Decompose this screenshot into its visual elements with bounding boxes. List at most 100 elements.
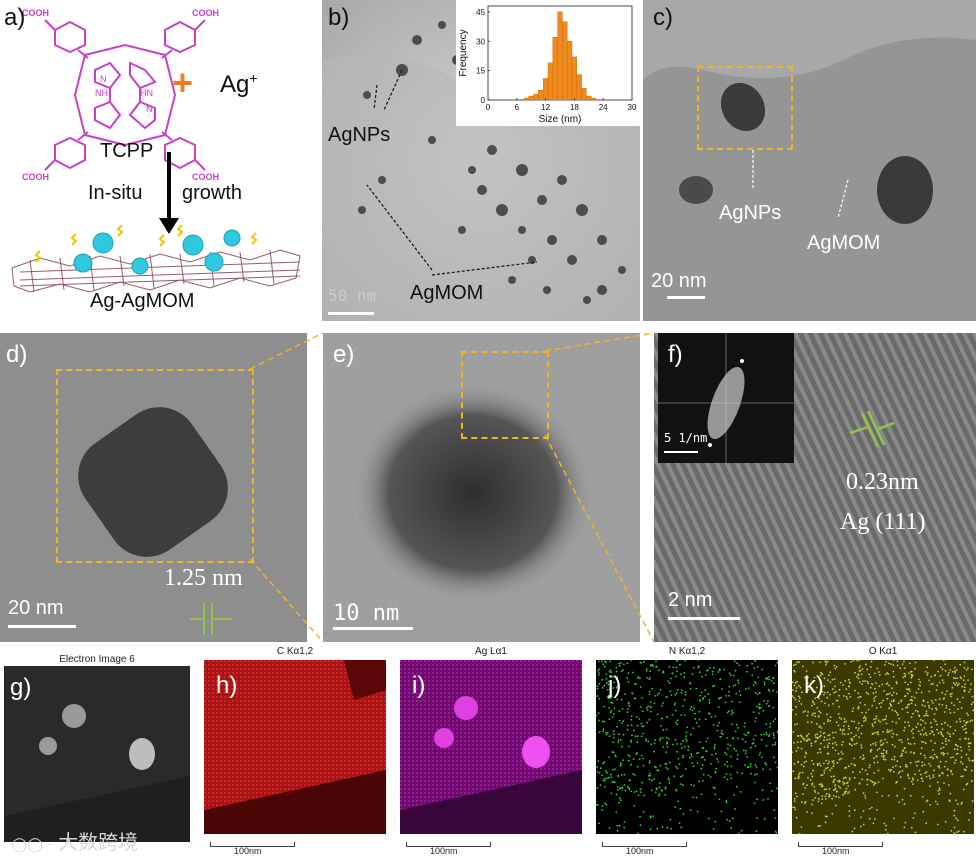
map-signal-dot (710, 716, 713, 718)
map-signal-dot (728, 710, 730, 713)
map-signal-dot (648, 761, 651, 764)
map-signal-dot (891, 720, 894, 723)
map-signal-dot (912, 728, 914, 731)
map-signal-dot (892, 770, 895, 773)
map-signal-dot (929, 777, 932, 780)
panel-a-label: a) (4, 4, 26, 31)
map-signal-dot (765, 744, 768, 747)
map-signal-dot (814, 697, 816, 700)
map-signal-dot (954, 729, 957, 732)
map-signal-dot (621, 786, 624, 789)
map-signal-dot (952, 732, 955, 735)
map-signal-dot (939, 698, 941, 700)
map-signal-dot (901, 741, 903, 744)
map-signal-dot (653, 750, 655, 753)
map-signal-dot (813, 703, 816, 705)
map-signal-dot (875, 715, 878, 718)
map-signal-dot (834, 784, 836, 787)
map-signal-dot (895, 721, 898, 724)
map-signal-dot (915, 691, 918, 694)
map-signal-dot (928, 679, 931, 682)
histogram-xtick-label: 24 (599, 103, 608, 112)
map-signal-dot (960, 775, 962, 778)
map-signal-dot (633, 791, 636, 793)
map-signal-dot (760, 733, 763, 736)
map-signal-dot (816, 686, 818, 689)
map-signal-dot (864, 797, 867, 799)
map-signal-dot (933, 753, 936, 756)
map-signal-dot (799, 697, 801, 700)
map-signal-dot (912, 783, 914, 785)
map-signal-dot (828, 794, 831, 797)
map-signal-dot (826, 660, 829, 663)
map-signal-dot (946, 690, 948, 692)
map-signal-dot (938, 681, 941, 684)
map-scale-tick-k-left (798, 842, 799, 847)
map-signal-dot (936, 723, 938, 726)
map-signal-dot (682, 739, 684, 742)
map-signal-dot (654, 791, 657, 794)
map-signal-dot (925, 712, 928, 715)
map-signal-dot (841, 753, 844, 755)
map-signal-dot (632, 671, 634, 674)
map-signal-dot (908, 690, 911, 692)
map-signal-dot (630, 718, 633, 721)
map-signal-dot (848, 805, 851, 807)
map-signal-dot (798, 661, 800, 664)
map-signal-dot (729, 755, 732, 758)
map-signal-dot (741, 772, 743, 775)
map-signal-dot (736, 771, 739, 774)
map-signal-dot (956, 684, 959, 687)
map-signal-dot (897, 702, 900, 705)
map-signal-dot (875, 682, 877, 684)
map-signal-dot (667, 738, 670, 740)
map-signal-dot (793, 800, 796, 802)
map-signal-dot (878, 671, 880, 673)
map-signal-dot (875, 707, 878, 709)
map-signal-dot (653, 778, 655, 780)
map-signal-dot (701, 747, 704, 750)
map-signal-dot (638, 718, 641, 720)
map-signal-dot (916, 779, 919, 782)
map-signal-dot (818, 726, 821, 728)
map-signal-dot (929, 756, 932, 759)
map-signal-dot (665, 728, 668, 731)
map-signal-dot (963, 675, 966, 677)
map-signal-dot (754, 681, 756, 683)
map-signal-dot (631, 734, 633, 737)
map-signal-dot (963, 686, 966, 689)
map-signal-dot (839, 681, 842, 684)
map-signal-dot (674, 806, 676, 808)
map-signal-dot (716, 724, 719, 727)
map-signal-dot (690, 733, 692, 736)
map-signal-dot (832, 760, 835, 762)
map-signal-dot (834, 778, 836, 781)
map-signal-dot (945, 760, 948, 763)
map-signal-dot (910, 780, 913, 783)
map-signal-dot (911, 699, 914, 702)
map-signal-dot (632, 758, 635, 760)
map-signal-dot (705, 740, 708, 743)
map-signal-dot (735, 723, 738, 726)
map-signal-dot (630, 739, 632, 742)
map-signal-dot (662, 746, 665, 748)
map-signal-dot (653, 702, 656, 705)
map-signal-dot (701, 756, 703, 759)
map-scale-tick-k-right (882, 842, 883, 847)
map-signal-dot (670, 677, 672, 680)
map-signal-dot (851, 739, 854, 742)
map-signal-dot (756, 666, 759, 668)
map-signal-dot (902, 676, 905, 679)
map-signal-dot (920, 718, 922, 721)
map-signal-dot (832, 789, 835, 791)
map-signal-dot (803, 676, 806, 679)
map-signal-dot (823, 772, 826, 774)
map-signal-dot (627, 672, 630, 674)
map-signal-dot (835, 699, 838, 702)
map-signal-dot (924, 671, 927, 673)
map-signal-dot (841, 732, 844, 735)
map-signal-dot (889, 730, 891, 733)
map-signal-dot (930, 699, 933, 702)
map-signal-dot (761, 668, 763, 671)
